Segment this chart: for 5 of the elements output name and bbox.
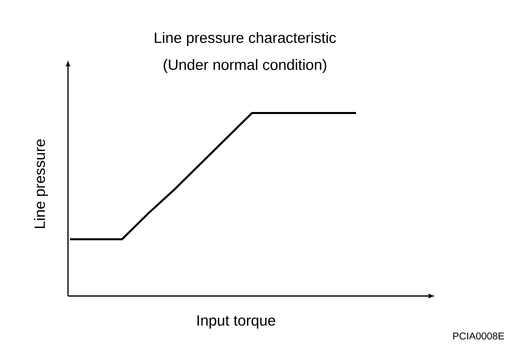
x-axis-title: Input torque (198, 315, 276, 329)
chart-title: Line pressure characteristic (154, 32, 336, 46)
y-axis-title: Line pressure (34, 139, 48, 228)
text: PCIA0008E (453, 332, 504, 340)
chart-subtitle: (Under normal condition) (164, 59, 326, 73)
